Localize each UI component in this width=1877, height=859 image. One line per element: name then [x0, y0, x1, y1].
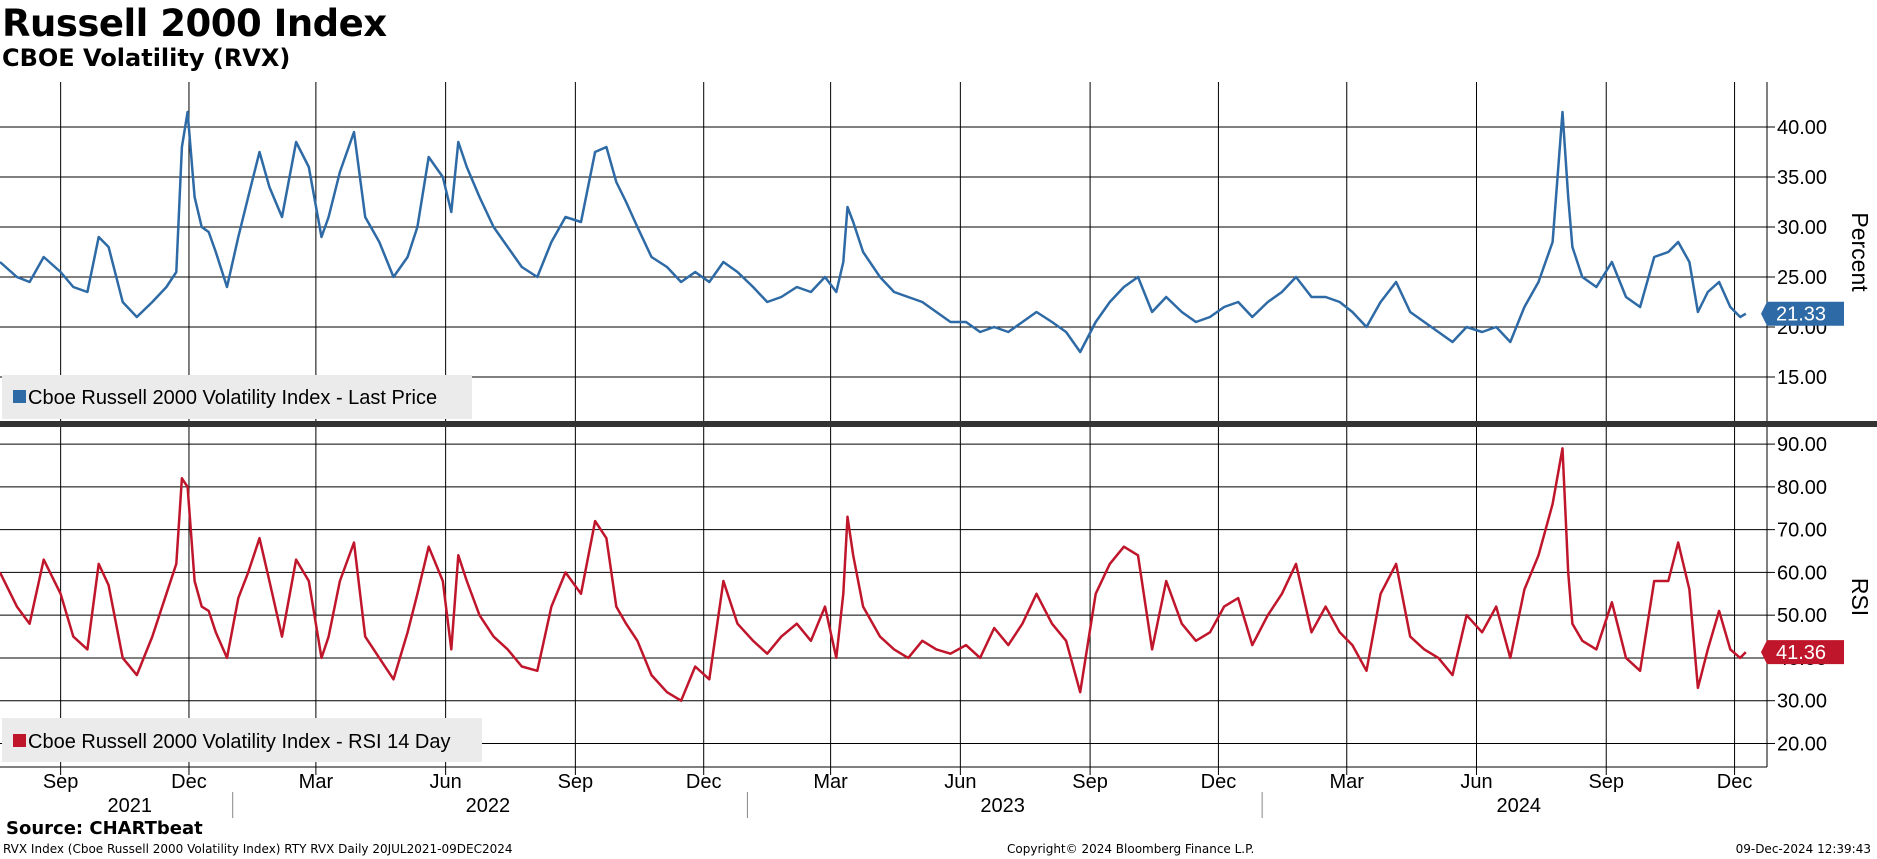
x-tick-label-7: Jun: [944, 771, 976, 793]
legend-rsi: Cboe Russell 2000 Volatility Index - RSI…: [2, 718, 482, 762]
legend-price: Cboe Russell 2000 Volatility Index - Las…: [2, 375, 472, 419]
x-tick-label-11: Jun: [1460, 771, 1492, 793]
year-label-0: 2021: [107, 795, 152, 817]
year-label-1: 2022: [466, 795, 511, 817]
x-tick-label-10: Mar: [1330, 771, 1365, 793]
y-tick-label-1-7: 90.00: [1777, 434, 1827, 456]
legend-price-swatch: [13, 390, 26, 403]
last-value-price: 21.33: [1776, 304, 1826, 326]
x-tick-label-1: Dec: [171, 771, 207, 793]
last-value-rsi: 41.36: [1776, 642, 1826, 664]
x-tick-label-3: Jun: [430, 771, 462, 793]
y-tick-label-0-2: 25.00: [1777, 267, 1827, 289]
x-tick-label-12: Sep: [1588, 771, 1624, 793]
x-tick-label-0: Sep: [43, 771, 79, 793]
axis-layer: Sep Dec Mar Jun Sep Dec Mar Jun Sep Dec Mar Jun Sep D…: [0, 82, 1877, 818]
y-tick-label-1-4: 60.00: [1777, 562, 1827, 584]
y-tick-label-0-5: 40.00: [1777, 117, 1827, 139]
legend-rsi-label: Cboe Russell 2000 Volatility Index - RSI…: [28, 731, 450, 753]
x-tick-label-5: Dec: [686, 771, 722, 793]
chart-subtitle: CBOE Volatility (RVX): [2, 44, 291, 72]
footer-timestamp: 09-Dec-2024 12:39:43: [1735, 842, 1871, 856]
last-value-badge-rsi: 41.36: [1761, 640, 1844, 665]
y-tick-label-1-5: 70.00: [1777, 520, 1827, 542]
source-note: Source: CHARTbeat: [6, 818, 203, 839]
footer-left: RVX Index (Cboe Russell 2000 Volatility …: [3, 842, 513, 856]
x-tick-label-2: Mar: [299, 771, 334, 793]
panel-divider: [0, 421, 1877, 427]
x-tick-label-13: Dec: [1717, 771, 1753, 793]
footer-copyright: Copyright© 2024 Bloomberg Finance L.P.: [1007, 842, 1255, 856]
y-tick-label-1-6: 80.00: [1777, 477, 1827, 499]
y-tick-label-0-4: 35.00: [1777, 167, 1827, 189]
x-tick-label-8: Sep: [1072, 771, 1108, 793]
series-line-rsi: [0, 447, 1747, 702]
y-tick-label-1-0: 20.00: [1777, 733, 1827, 755]
grid-layer: [0, 82, 1767, 767]
last-value-badge-rsi-bg: [1761, 640, 1844, 665]
chart-title: Russell 2000 Index: [2, 2, 387, 45]
x-tick-label-6: Mar: [813, 771, 848, 793]
y-tick-label-0-0: 15.00: [1777, 367, 1827, 389]
legend-price-bg: [2, 375, 472, 419]
legend-rsi-swatch: [13, 734, 26, 747]
y-axis-label-price: Percent: [1847, 212, 1873, 292]
y-tick-label-1-1: 30.00: [1777, 691, 1827, 713]
year-label-3: 2024: [1497, 795, 1542, 817]
legend-rsi-bg: [2, 718, 482, 762]
y-axis-label-rsi: RSI: [1847, 578, 1873, 616]
y-tick-label-1-3: 50.00: [1777, 605, 1827, 627]
year-label-2: 2023: [980, 795, 1025, 817]
series-layer: [0, 110, 1747, 702]
y-tick-label-0-3: 30.00: [1777, 217, 1827, 239]
x-tick-label-4: Sep: [558, 771, 594, 793]
last-value-badge-price: 21.33: [1761, 301, 1844, 326]
legend-price-label: Cboe Russell 2000 Volatility Index - Las…: [28, 387, 437, 409]
x-tick-label-9: Dec: [1201, 771, 1237, 793]
series-line-price: [0, 110, 1747, 354]
last-value-badge-price-bg: [1761, 301, 1844, 326]
